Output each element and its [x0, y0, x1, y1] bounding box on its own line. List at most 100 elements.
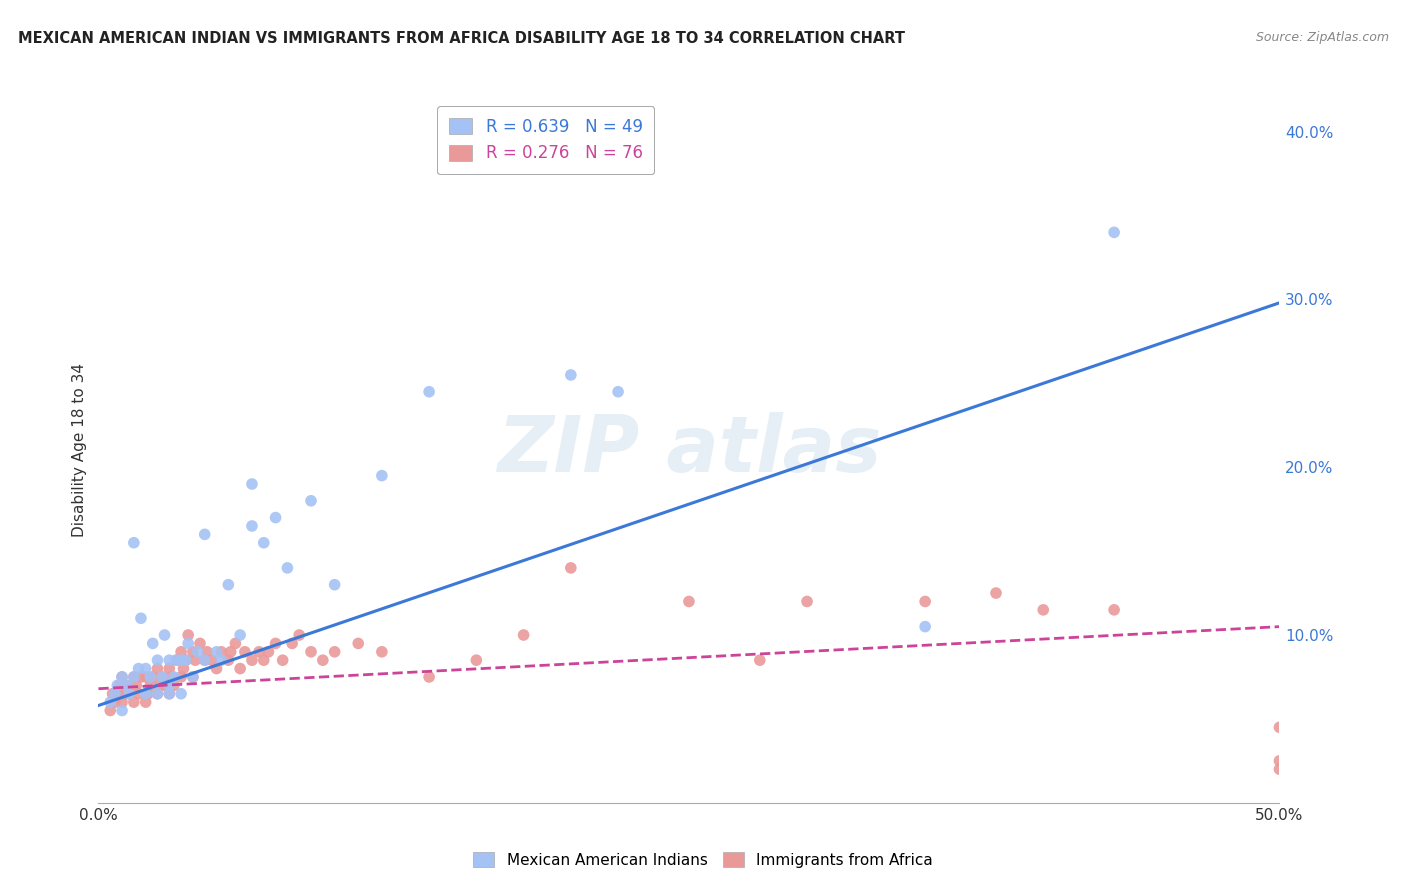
Point: [219, 645, 242, 659]
Point: [122, 670, 145, 684]
Point: [174, 653, 197, 667]
Point: [371, 468, 394, 483]
Point: [153, 678, 176, 692]
Point: [170, 645, 193, 659]
Point: [184, 653, 207, 667]
Text: ZIP atlas: ZIP atlas: [496, 412, 882, 489]
Point: [157, 687, 180, 701]
Point: [150, 670, 173, 684]
Point: [146, 662, 169, 676]
Point: [512, 628, 534, 642]
Point: [125, 678, 148, 692]
Point: [209, 653, 232, 667]
Point: [150, 670, 173, 684]
Point: [194, 527, 217, 541]
Legend: R = 0.639   N = 49, R = 0.276   N = 76: R = 0.639 N = 49, R = 0.276 N = 76: [437, 106, 654, 174]
Point: [98, 695, 121, 709]
Point: [1268, 762, 1291, 776]
Point: [129, 670, 152, 684]
Point: [253, 653, 276, 667]
Point: [188, 636, 211, 650]
Point: [142, 636, 165, 650]
Point: [1032, 603, 1054, 617]
Point: [111, 670, 134, 684]
Point: [105, 687, 128, 701]
Point: [678, 594, 700, 608]
Point: [194, 653, 217, 667]
Point: [229, 628, 252, 642]
Text: MEXICAN AMERICAN INDIAN VS IMMIGRANTS FROM AFRICA DISABILITY AGE 18 TO 34 CORREL: MEXICAN AMERICAN INDIAN VS IMMIGRANTS FR…: [18, 31, 905, 46]
Point: [914, 594, 936, 608]
Point: [157, 662, 180, 676]
Point: [205, 662, 228, 676]
Point: [1102, 225, 1125, 239]
Point: [217, 577, 239, 591]
Point: [418, 670, 440, 684]
Point: [98, 704, 121, 718]
Point: [796, 594, 818, 608]
Point: [276, 561, 298, 575]
Point: [139, 670, 162, 684]
Point: [347, 636, 370, 650]
Point: [1268, 754, 1291, 768]
Point: [111, 670, 134, 684]
Point: [560, 368, 582, 382]
Point: [299, 493, 322, 508]
Point: [224, 636, 246, 650]
Point: [195, 645, 218, 659]
Point: [281, 636, 304, 650]
Point: [984, 586, 1007, 600]
Point: [118, 687, 141, 701]
Point: [271, 653, 294, 667]
Point: [181, 645, 204, 659]
Point: [142, 670, 165, 684]
Point: [146, 687, 169, 701]
Point: [104, 687, 127, 701]
Point: [1102, 603, 1125, 617]
Point: [194, 653, 217, 667]
Point: [170, 653, 193, 667]
Point: [157, 653, 180, 667]
Point: [371, 645, 394, 659]
Point: [146, 653, 169, 667]
Point: [299, 645, 322, 659]
Point: [104, 695, 127, 709]
Point: [264, 510, 287, 524]
Point: [111, 695, 134, 709]
Point: [135, 670, 157, 684]
Point: [170, 670, 193, 684]
Point: [157, 687, 180, 701]
Point: [128, 662, 150, 676]
Point: [288, 628, 311, 642]
Point: [312, 653, 335, 667]
Point: [187, 645, 209, 659]
Point: [748, 653, 770, 667]
Point: [135, 695, 157, 709]
Point: [105, 678, 128, 692]
Point: [172, 662, 194, 676]
Point: [135, 687, 157, 701]
Point: [108, 678, 131, 692]
Point: [146, 687, 169, 701]
Point: [181, 670, 204, 684]
Point: [118, 687, 141, 701]
Point: [115, 678, 138, 692]
Point: [163, 670, 186, 684]
Point: [122, 695, 145, 709]
Point: [257, 645, 280, 659]
Point: [139, 678, 162, 692]
Point: [240, 477, 263, 491]
Point: [122, 535, 145, 549]
Point: [136, 687, 159, 701]
Point: [111, 704, 134, 718]
Point: [418, 384, 440, 399]
Point: [233, 645, 256, 659]
Point: [181, 670, 204, 684]
Point: [323, 645, 346, 659]
Point: [229, 662, 252, 676]
Point: [264, 636, 287, 650]
Point: [101, 687, 124, 701]
Legend: Mexican American Indians, Immigrants from Africa: Mexican American Indians, Immigrants fro…: [465, 845, 941, 875]
Point: [209, 645, 232, 659]
Point: [135, 662, 157, 676]
